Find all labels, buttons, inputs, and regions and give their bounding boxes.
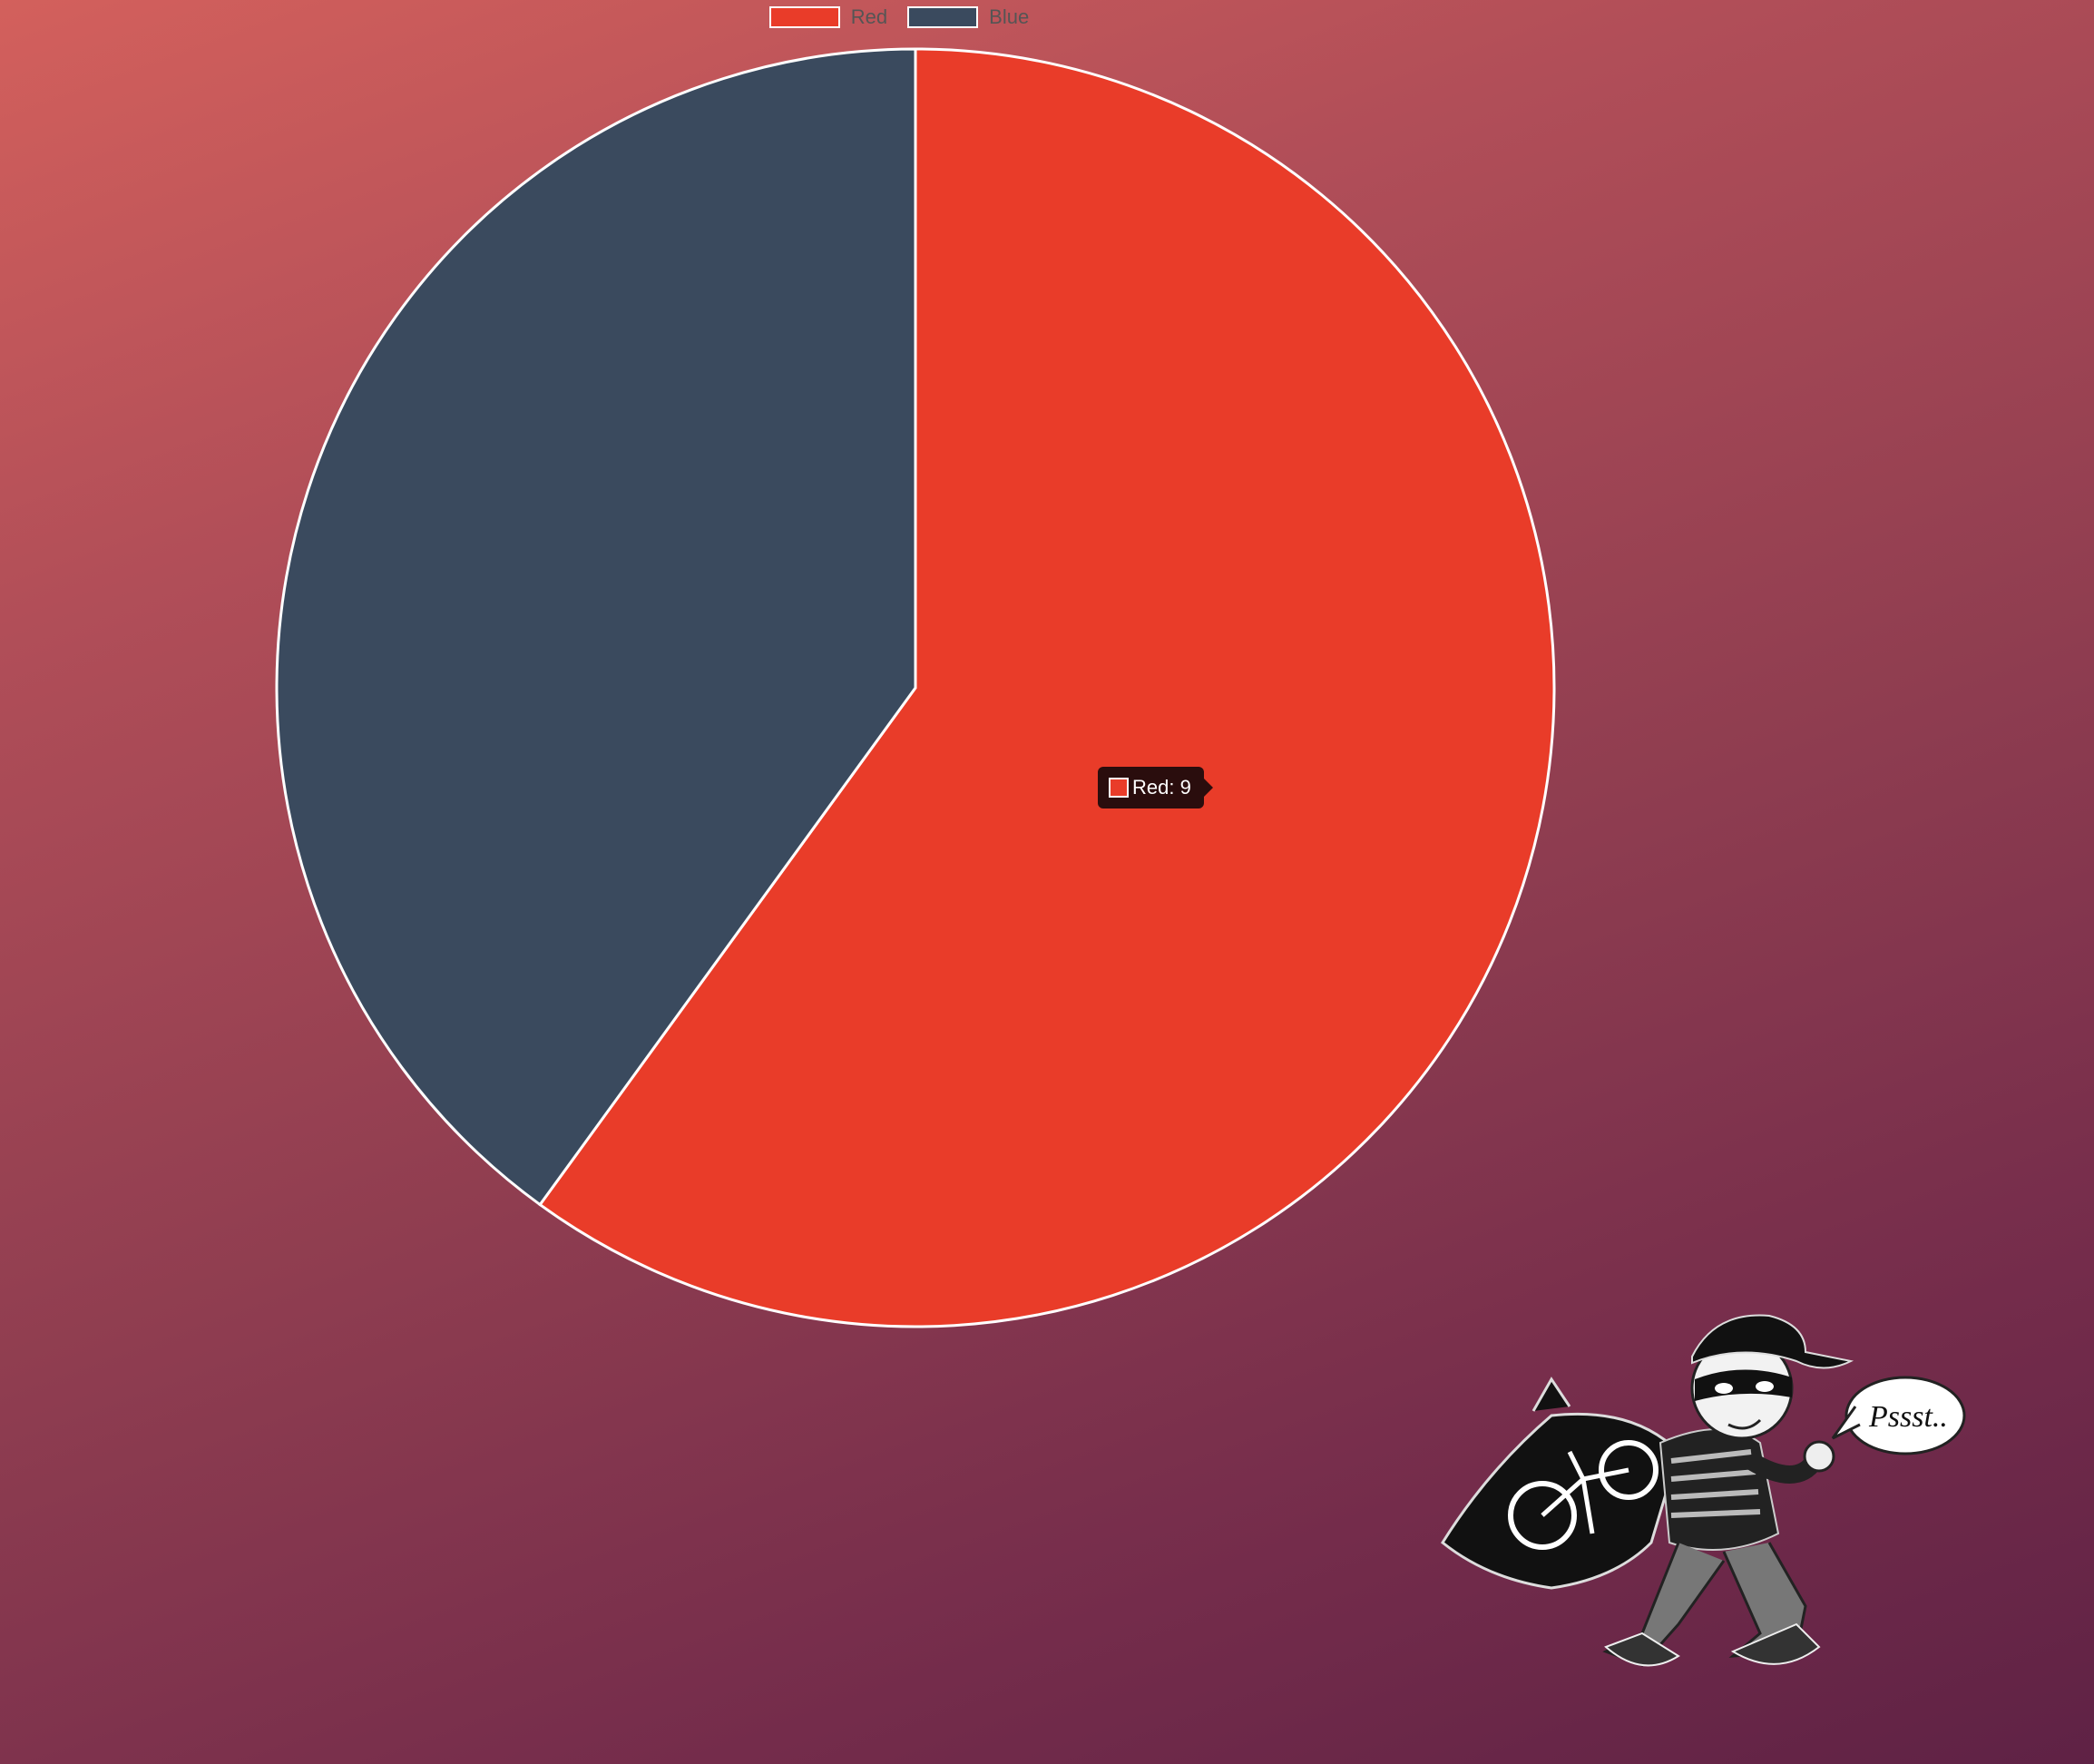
- pie-slice-blue[interactable]: [275, 47, 917, 1207]
- legend-item-blue[interactable]: Blue: [907, 5, 1029, 29]
- pie-slice-red[interactable]: [538, 47, 1556, 1328]
- legend-swatch-red: [768, 6, 840, 28]
- legend-label-red: Red: [850, 5, 888, 28]
- pie-slices: [275, 47, 1556, 1328]
- burglar-mascot-icon: Pssst..: [1441, 1314, 1966, 1667]
- legend-label-blue: Blue: [989, 5, 1030, 28]
- tooltip-text: Red: 9: [1132, 776, 1191, 799]
- speech-bubble-text: Pssst..: [1868, 1400, 1948, 1434]
- chart-tooltip: Red: 9: [1098, 767, 1213, 808]
- tooltip-swatch: [1109, 778, 1129, 798]
- legend-swatch-blue: [907, 6, 979, 28]
- legend-item-red[interactable]: Red: [768, 5, 888, 29]
- chart-legend: Red Blue: [0, 4, 1946, 31]
